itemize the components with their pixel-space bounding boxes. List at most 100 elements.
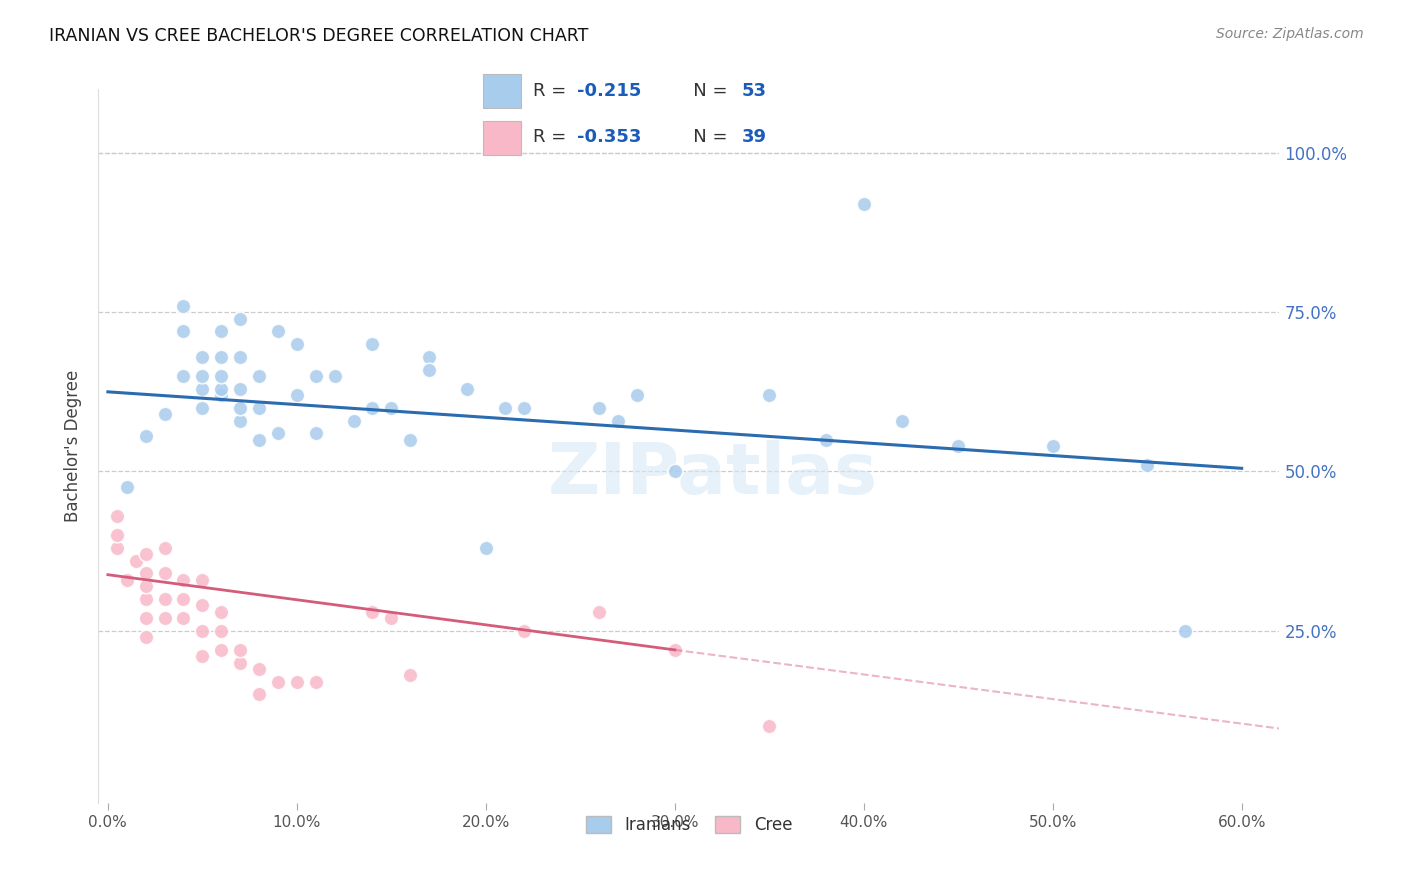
Point <box>890 413 912 427</box>
Point <box>247 662 270 676</box>
Point <box>135 579 157 593</box>
Point <box>380 611 402 625</box>
Text: IRANIAN VS CREE BACHELOR'S DEGREE CORRELATION CHART: IRANIAN VS CREE BACHELOR'S DEGREE CORREL… <box>49 27 589 45</box>
Text: 53: 53 <box>742 82 766 100</box>
Point <box>1174 624 1197 638</box>
FancyBboxPatch shape <box>482 121 522 155</box>
Point <box>418 350 440 364</box>
Point <box>153 611 176 625</box>
Point <box>305 426 328 441</box>
Point <box>247 401 270 415</box>
Point <box>758 388 780 402</box>
Point <box>1136 458 1159 472</box>
Point <box>852 197 875 211</box>
Point <box>105 528 128 542</box>
Text: -0.215: -0.215 <box>578 82 641 100</box>
Point <box>494 401 516 415</box>
Point <box>247 688 270 702</box>
Point <box>105 541 128 555</box>
Point <box>135 611 157 625</box>
Point <box>191 368 214 383</box>
Text: N =: N = <box>676 128 733 145</box>
Text: R =: R = <box>533 82 572 100</box>
Point <box>229 643 252 657</box>
FancyBboxPatch shape <box>482 74 522 108</box>
Point <box>361 337 384 351</box>
Text: N =: N = <box>676 82 733 100</box>
Point <box>323 368 346 383</box>
Point <box>418 362 440 376</box>
Text: R =: R = <box>533 128 572 145</box>
Point <box>267 426 290 441</box>
Point <box>209 382 232 396</box>
Point <box>209 605 232 619</box>
Point <box>247 433 270 447</box>
Point <box>664 465 686 479</box>
Point <box>305 674 328 689</box>
Point <box>153 566 176 581</box>
Point <box>758 719 780 733</box>
Point <box>153 541 176 555</box>
Point <box>172 573 194 587</box>
Point <box>305 368 328 383</box>
Point <box>512 624 534 638</box>
Point <box>247 368 270 383</box>
Point <box>267 674 290 689</box>
Point <box>209 350 232 364</box>
Point <box>172 324 194 338</box>
Point <box>361 605 384 619</box>
Point <box>191 350 214 364</box>
Point <box>191 599 214 613</box>
Text: ZIPatlas: ZIPatlas <box>547 440 877 509</box>
Y-axis label: Bachelor's Degree: Bachelor's Degree <box>65 370 83 522</box>
Point <box>115 573 138 587</box>
Point <box>191 649 214 664</box>
Point <box>135 591 157 606</box>
Point <box>607 413 630 427</box>
Point <box>285 337 308 351</box>
Point <box>229 413 252 427</box>
Point <box>135 429 157 443</box>
Point <box>229 382 252 396</box>
Point <box>115 480 138 494</box>
Point <box>191 573 214 587</box>
Point <box>399 433 422 447</box>
Text: Source: ZipAtlas.com: Source: ZipAtlas.com <box>1216 27 1364 41</box>
Point <box>814 433 837 447</box>
Point <box>172 591 194 606</box>
Point <box>588 401 610 415</box>
Point <box>664 643 686 657</box>
Point <box>125 554 148 568</box>
Point <box>172 611 194 625</box>
Point <box>172 368 194 383</box>
Point <box>456 382 478 396</box>
Point <box>135 566 157 581</box>
Point <box>229 311 252 326</box>
Point <box>105 509 128 524</box>
Point <box>285 388 308 402</box>
Point <box>191 382 214 396</box>
Point <box>172 299 194 313</box>
Point <box>399 668 422 682</box>
Point <box>626 388 648 402</box>
Point <box>209 643 232 657</box>
Point <box>209 368 232 383</box>
Point <box>135 547 157 561</box>
Point <box>475 541 498 555</box>
Point <box>135 630 157 644</box>
Point <box>512 401 534 415</box>
Point <box>267 324 290 338</box>
Text: -0.353: -0.353 <box>578 128 641 145</box>
Point <box>1042 439 1064 453</box>
Point <box>948 439 970 453</box>
Point <box>380 401 402 415</box>
Point <box>229 656 252 670</box>
Point <box>191 401 214 415</box>
Point <box>153 407 176 421</box>
Point <box>229 401 252 415</box>
Point <box>285 674 308 689</box>
Point <box>153 591 176 606</box>
Point <box>361 401 384 415</box>
Point <box>588 605 610 619</box>
Point <box>191 624 214 638</box>
